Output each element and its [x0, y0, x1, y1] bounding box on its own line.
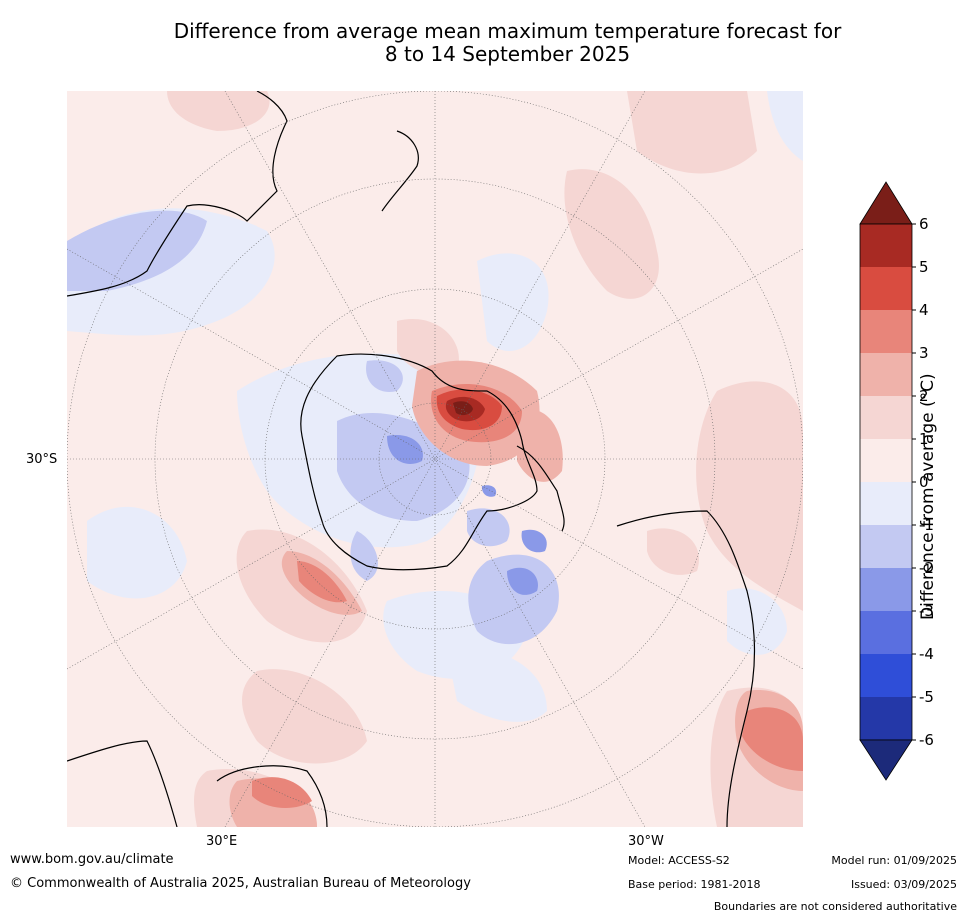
colorbar-tick-label: 3	[919, 344, 929, 362]
colorbar-tick-label: -3	[919, 602, 934, 620]
colorbar-tick-label: -2	[919, 559, 934, 577]
colorbar-block	[860, 439, 912, 482]
colorbar-ticks: 6 5 4 3 2 1 0 -1 -2 -3 -4 -5 -6	[912, 215, 934, 749]
colorbar-block	[860, 224, 912, 267]
south-america-coast	[616, 510, 756, 827]
website-link[interactable]: www.bom.gov.au/climate	[10, 852, 174, 867]
colorbar-extend-top	[859, 181, 913, 225]
colorbar-block	[860, 482, 912, 525]
australia-coast	[67, 91, 288, 297]
colorbar-svg: 6 5 4 3 2 1 0 -1 -2 -3 -4 -5 -6	[859, 181, 934, 781]
copyright-text: © Commonwealth of Australia 2025, Austra…	[10, 876, 471, 891]
title-line-2: 8 to 14 September 2025	[384, 42, 631, 66]
colorbar-block	[860, 525, 912, 568]
colorbar-block	[860, 697, 912, 740]
polar-map-svg	[67, 91, 803, 827]
colorbar: 6 5 4 3 2 1 0 -1 -2 -3 -4 -5 -6	[855, 180, 965, 785]
colorbar-block	[860, 353, 912, 396]
colorbar-tick-label: -6	[919, 731, 934, 749]
longitude-label-30w: 30°W	[628, 834, 664, 849]
model-run-text: Model run: 01/09/2025	[831, 854, 957, 867]
anomaly-minus-3	[387, 435, 547, 595]
colorbar-block	[860, 396, 912, 439]
anomaly-plus-max	[453, 401, 473, 416]
colorbar-tick-label: -1	[919, 516, 934, 534]
antarctic-peninsula	[516, 445, 565, 532]
graticule	[67, 91, 803, 827]
colorbar-tick-label: 1	[919, 430, 929, 448]
longitude-label-30e: 30°E	[206, 834, 238, 849]
base-period-text: Base period: 1981-2018	[628, 878, 761, 891]
africa-south-coast	[216, 765, 328, 827]
model-text: Model: ACCESS-S2	[628, 854, 730, 867]
colorbar-block	[860, 611, 912, 654]
colorbar-tick-label: 4	[919, 301, 929, 319]
colorbar-block	[860, 310, 912, 353]
colorbar-tick-label: 6	[919, 215, 929, 233]
antarctica-coast	[300, 353, 538, 571]
colorbar-tick-label: -5	[919, 688, 934, 706]
africa-coast	[67, 740, 178, 827]
polar-map	[67, 91, 803, 827]
colorbar-label: Difference from average (°C)	[918, 373, 938, 620]
colorbar-tick-label: 5	[919, 258, 929, 276]
colorbar-tick-label: 2	[919, 387, 929, 405]
colorbar-tick-label: -4	[919, 645, 934, 663]
colorbar-blocks	[859, 181, 913, 781]
colorbar-block	[860, 267, 912, 310]
colorbar-extend-bottom	[859, 739, 913, 781]
map-title: Difference from average mean maximum tem…	[60, 20, 955, 66]
new-zealand-coast	[381, 130, 419, 212]
issued-text: Issued: 03/09/2025	[850, 878, 957, 891]
disclaimer-text: Boundaries are not considered authoritat…	[713, 900, 957, 913]
title-line-1: Difference from average mean maximum tem…	[173, 19, 842, 43]
colorbar-block	[860, 568, 912, 611]
colorbar-tick-label: 0	[919, 473, 929, 491]
latitude-label-30s: 30°S	[26, 452, 58, 467]
anomaly-minus-2	[67, 210, 559, 645]
colorbar-block	[860, 654, 912, 697]
coastlines	[67, 91, 756, 827]
